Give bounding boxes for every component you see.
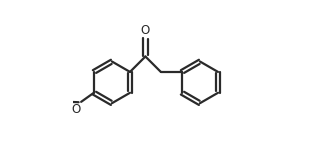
Text: O: O <box>72 103 81 116</box>
Text: O: O <box>141 24 150 37</box>
